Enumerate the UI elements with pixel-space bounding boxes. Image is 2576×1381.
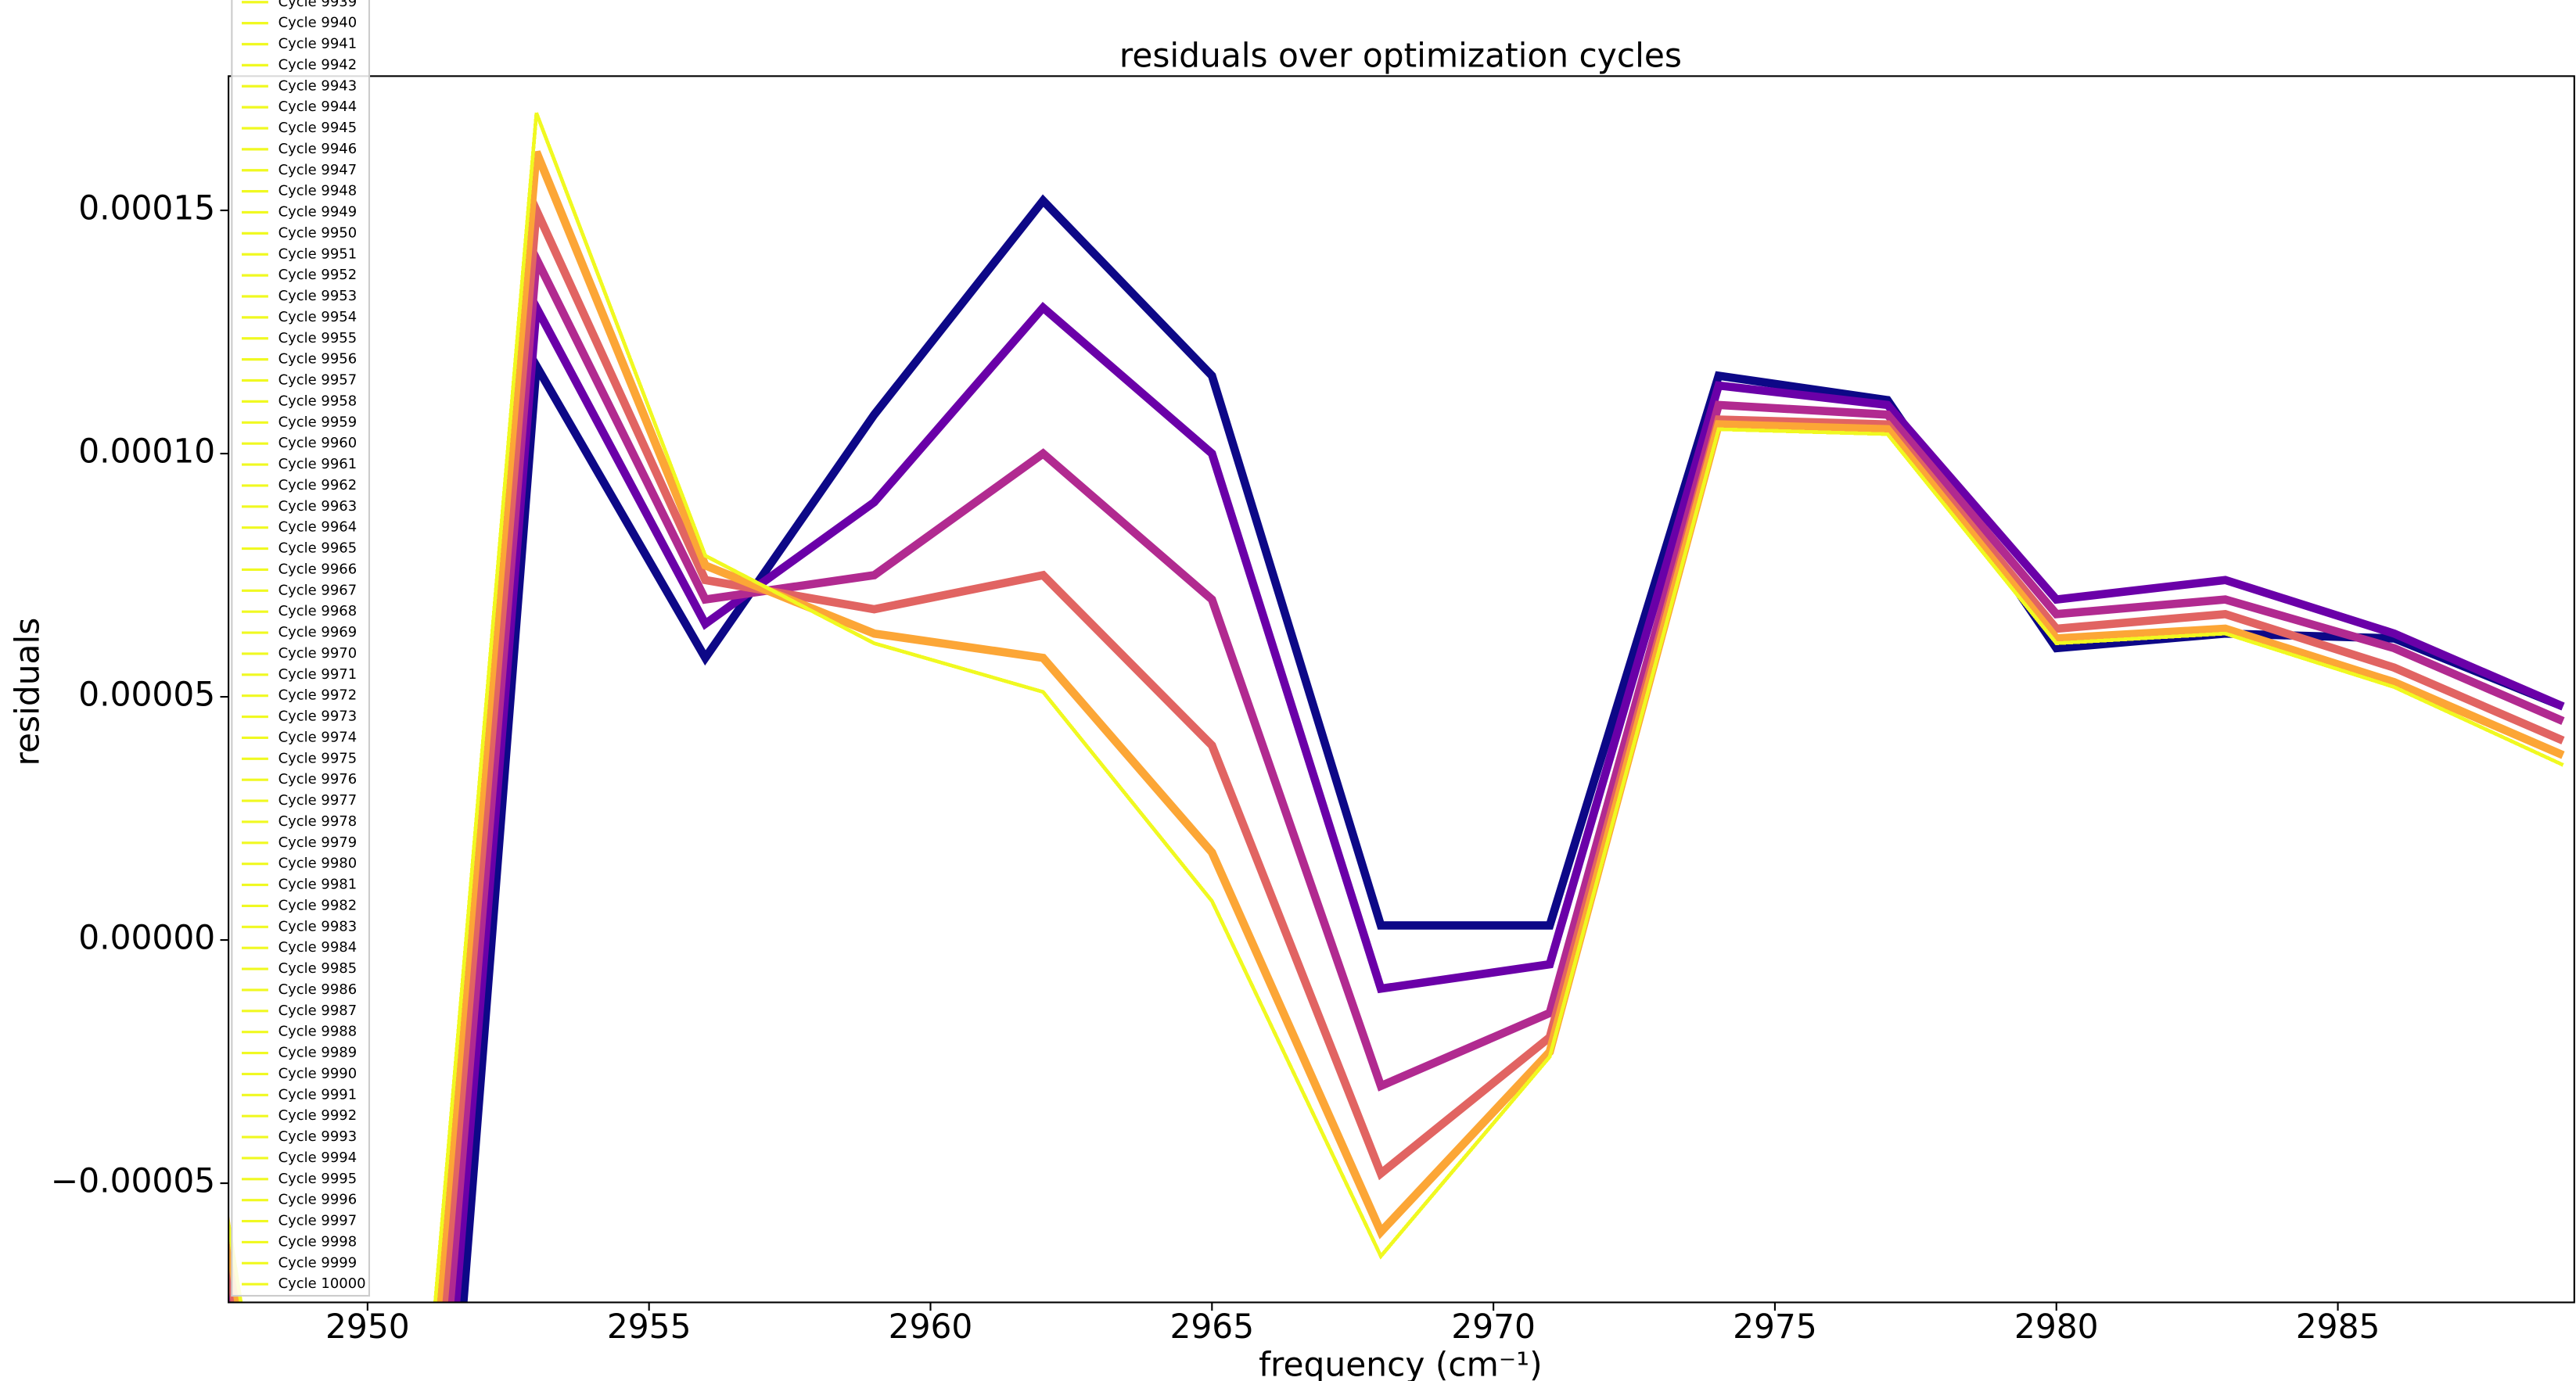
legend-label: Cycle 9955: [278, 330, 357, 346]
legend-label: Cycle 9953: [278, 288, 357, 304]
x-tick-label: 2985: [2296, 1307, 2380, 1346]
legend-label: Cycle 9972: [278, 687, 357, 704]
y-tick-label: 0.00015: [78, 189, 215, 228]
legend-label: Cycle 9967: [278, 582, 357, 598]
legend-label: Cycle 9982: [278, 897, 357, 913]
x-axis-label: frequency (cm⁻¹): [1259, 1346, 1542, 1381]
legend-label: Cycle 9974: [278, 729, 357, 745]
legend-label: Cycle 9957: [278, 372, 357, 389]
legend-label: Cycle 9948: [278, 183, 357, 199]
legend-label: Cycle 9994: [278, 1150, 357, 1166]
legend-label: Cycle 9987: [278, 1003, 357, 1019]
legend-label: Cycle 9971: [278, 666, 357, 683]
legend-label: Cycle 9985: [278, 960, 357, 977]
x-tick-label: 2975: [1733, 1307, 1817, 1346]
legend-label: Cycle 9980: [278, 856, 357, 872]
legend-label: Cycle 9958: [278, 393, 357, 409]
legend-label: Cycle 9965: [278, 540, 357, 557]
x-tick-label: 2970: [1451, 1307, 1536, 1346]
legend-label: Cycle 9999: [278, 1254, 357, 1271]
legend-label: Cycle 9962: [278, 477, 357, 493]
legend-label: Cycle 9998: [278, 1233, 357, 1250]
legend-label: Cycle 9983: [278, 918, 357, 934]
legend-label: Cycle 9943: [278, 77, 357, 94]
y-tick-label: 0.00005: [78, 676, 215, 714]
legend-label: Cycle 9941: [278, 36, 357, 52]
legend-label: Cycle 9995: [278, 1171, 357, 1187]
legend-label: Cycle 9984: [278, 939, 357, 956]
legend-label: Cycle 9992: [278, 1107, 357, 1124]
y-tick-label: 0.00000: [78, 919, 215, 957]
legend-label: Cycle 9970: [278, 645, 357, 662]
x-tick-label: 2980: [2014, 1307, 2099, 1346]
legend-label: Cycle 9950: [278, 224, 357, 241]
x-tick-label: 2965: [1169, 1307, 1254, 1346]
legend-label: Cycle 9944: [278, 99, 357, 115]
legend-label: Cycle 9954: [278, 309, 357, 325]
legend-label: Cycle 9951: [278, 246, 357, 262]
legend-label: Cycle 9956: [278, 351, 357, 368]
legend-label: Cycle 9978: [278, 813, 357, 830]
legend-label: Cycle 9964: [278, 519, 357, 536]
legend-label: Cycle 9961: [278, 456, 357, 472]
y-tick-label: 0.00010: [78, 432, 215, 471]
legend-label: Cycle 9981: [278, 877, 357, 893]
x-tick-label: 2955: [607, 1307, 692, 1346]
legend-label: Cycle 9990: [278, 1065, 357, 1081]
legend-label: Cycle 9946: [278, 141, 357, 157]
legend-label: Cycle 9993: [278, 1128, 357, 1145]
legend-label: Cycle 9960: [278, 435, 357, 451]
plot-frame: [228, 75, 2575, 1304]
legend-label: Cycle 9979: [278, 834, 357, 851]
legend-label: Cycle 9949: [278, 204, 357, 221]
legend-label: Cycle 9976: [278, 771, 357, 787]
legend-label: Cycle 9973: [278, 708, 357, 725]
legend-label: Cycle 9959: [278, 414, 357, 430]
legend-label: Cycle 9968: [278, 603, 357, 619]
legend-label: Cycle 9989: [278, 1045, 357, 1061]
plot-lines: [228, 112, 2565, 1303]
x-tick-label: 2950: [325, 1307, 410, 1346]
y-tick-label: −0.00005: [51, 1162, 215, 1200]
x-tick-label: 2960: [889, 1307, 973, 1346]
legend-label: Cycle 9969: [278, 624, 357, 640]
chart-title: residuals over optimization cycles: [1119, 37, 1682, 75]
series-line: [228, 150, 2565, 1303]
series-line: [228, 194, 2565, 1303]
legend-label: Cycle 9952: [278, 267, 357, 283]
legend-label: Cycle 9988: [278, 1024, 357, 1040]
legend-label: Cycle 9939: [278, 0, 357, 10]
legend: Cycle 9939 Cycle 9940 Cycle 9941 Cycle 9942…: [231, 0, 371, 1297]
legend-label: Cycle 10000: [278, 1275, 366, 1292]
legend-box: [231, 0, 371, 1297]
legend-label: Cycle 9942: [278, 56, 357, 73]
legend-label: Cycle 9977: [278, 792, 357, 809]
legend-label: Cycle 9940: [278, 15, 357, 31]
series-line: [228, 243, 2565, 1303]
series-line: [228, 112, 2564, 1303]
legend-label: Cycle 9975: [278, 750, 357, 766]
legend-label: Cycle 9966: [278, 561, 357, 577]
legend-label: Cycle 9945: [278, 120, 357, 136]
series-line: [228, 293, 2565, 1303]
legend-label: Cycle 9991: [278, 1086, 357, 1103]
y-axis-label: residuals: [9, 618, 47, 766]
legend-label: Cycle 9997: [278, 1213, 357, 1229]
legend-label: Cycle 9986: [278, 981, 357, 998]
legend-label: Cycle 9996: [278, 1192, 357, 1208]
legend-label: Cycle 9963: [278, 498, 357, 515]
axes: −0.00005 0.00000 0.00005 0.00010 0.00015 2950…: [51, 189, 2380, 1346]
legend-label: Cycle 9947: [278, 162, 357, 178]
